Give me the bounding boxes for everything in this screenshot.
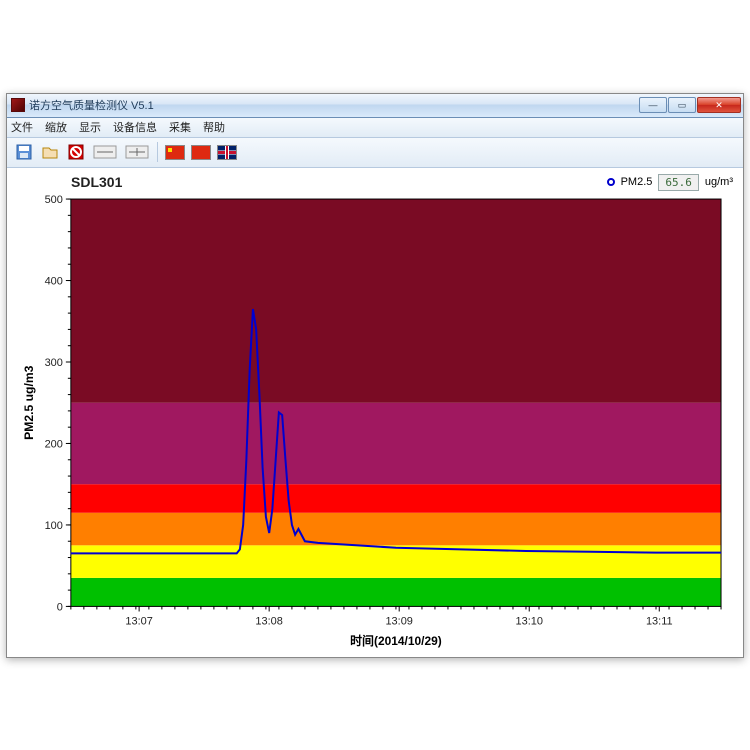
svg-text:时间(2014/10/29): 时间(2014/10/29): [350, 632, 442, 647]
svg-text:13:10: 13:10: [516, 615, 543, 627]
content-area: SDL301 PM2.5 65.6 ug/m³ 0 100 200 300 400 500…: [7, 168, 743, 657]
svg-text:200: 200: [45, 438, 63, 450]
flag-cn-icon[interactable]: [164, 141, 186, 163]
svg-text:500: 500: [45, 195, 63, 206]
stop-icon[interactable]: [65, 141, 87, 163]
flag-uk-icon[interactable]: [216, 141, 238, 163]
open-icon[interactable]: [39, 141, 61, 163]
menu-zoom[interactable]: 缩放: [45, 119, 67, 135]
svg-text:0: 0: [57, 601, 63, 613]
toolbar: [7, 138, 743, 168]
window-controls: — ▭ ✕: [638, 97, 741, 113]
menu-collect[interactable]: 采集: [169, 119, 191, 135]
menubar: 文件 缩放 显示 设备信息 采集 帮助: [7, 118, 743, 138]
legend-marker-icon: [607, 178, 615, 186]
close-button[interactable]: ✕: [697, 97, 741, 113]
svg-text:13:09: 13:09: [385, 615, 412, 627]
flag-cn2-icon[interactable]: [190, 141, 212, 163]
window-title: 诺方空气质量检测仪 V5.1: [29, 97, 638, 113]
zoom-out-icon[interactable]: [123, 141, 151, 163]
titlebar[interactable]: 诺方空气质量检测仪 V5.1 — ▭ ✕: [7, 94, 743, 118]
unit-label: ug/m³: [705, 176, 733, 188]
zoom-in-icon[interactable]: [91, 141, 119, 163]
app-icon: [11, 98, 25, 112]
svg-text:13:11: 13:11: [646, 615, 673, 627]
app-window: 诺方空气质量检测仪 V5.1 — ▭ ✕ 文件 缩放 显示 设备信息 采集 帮助: [6, 93, 744, 658]
maximize-button[interactable]: ▭: [668, 97, 696, 113]
menu-file[interactable]: 文件: [11, 119, 33, 135]
menu-help[interactable]: 帮助: [203, 119, 225, 135]
menu-device[interactable]: 设备信息: [113, 119, 157, 135]
legend: PM2.5 65.6 ug/m³: [607, 174, 733, 191]
svg-text:400: 400: [45, 275, 63, 287]
pm25-chart: 0 100 200 300 400 500 13:07 13:08 13:09 13:10 13:1…: [17, 195, 733, 651]
svg-text:13:08: 13:08: [255, 615, 282, 627]
chart-area: 0 100 200 300 400 500 13:07 13:08 13:09 13:10 13:1…: [17, 195, 733, 651]
toolbar-separator: [157, 142, 158, 162]
save-icon[interactable]: [13, 141, 35, 163]
current-reading: 65.6: [658, 174, 699, 191]
chart-header: SDL301 PM2.5 65.6 ug/m³: [17, 172, 733, 195]
menu-display[interactable]: 显示: [79, 119, 101, 135]
svg-text:PM2.5 ug/m3: PM2.5 ug/m3: [22, 365, 36, 440]
legend-label: PM2.5: [621, 176, 653, 188]
minimize-button[interactable]: —: [639, 97, 667, 113]
svg-text:100: 100: [45, 519, 63, 531]
svg-text:13:07: 13:07: [125, 615, 152, 627]
svg-text:300: 300: [45, 356, 63, 368]
chart-title: SDL301: [71, 174, 122, 190]
